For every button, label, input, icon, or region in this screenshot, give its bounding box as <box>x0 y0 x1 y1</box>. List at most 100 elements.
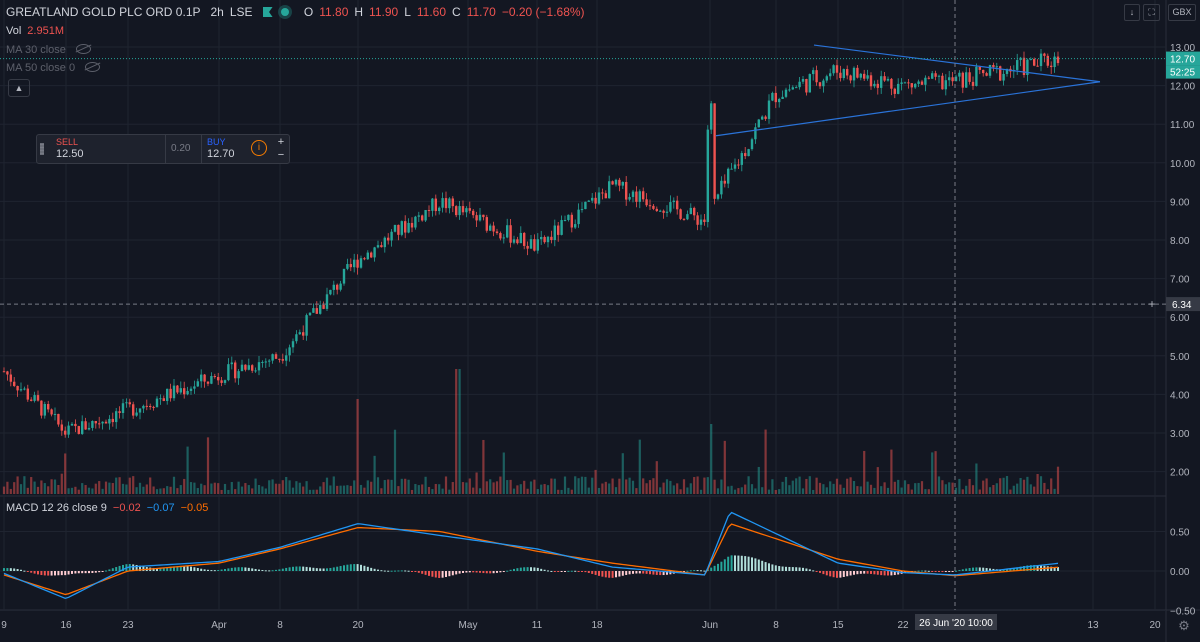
candle-body <box>247 365 250 370</box>
hidden-eye-icon[interactable] <box>75 44 91 54</box>
drag-handle-icon[interactable] <box>40 143 44 155</box>
macd-histogram-bar <box>832 571 835 578</box>
candle-body <box>587 200 590 202</box>
macd-histogram-bar <box>67 571 70 575</box>
macd-histogram-bar <box>302 566 305 571</box>
candle-body <box>1050 65 1053 68</box>
volume-bar <box>128 477 131 494</box>
volume-bar <box>33 481 36 494</box>
macd-histogram-bar <box>217 569 220 571</box>
collapse-legend-button[interactable]: ▲ <box>8 79 30 97</box>
candle-body <box>533 239 536 251</box>
volume-bar <box>927 489 930 494</box>
candle-body <box>431 198 434 211</box>
candle-body <box>672 200 675 203</box>
macd-histogram-bar <box>533 567 536 571</box>
sell-button[interactable]: SELL 12.50 <box>51 135 166 163</box>
candle-body <box>427 209 431 211</box>
macd-histogram-bar <box>989 568 991 571</box>
volume-bar <box>975 463 978 494</box>
macd-histogram-bar <box>458 571 461 574</box>
macd-histogram-bar <box>227 568 230 571</box>
volume-bar <box>162 488 165 494</box>
candle-body <box>455 206 458 216</box>
volume-bar <box>631 480 635 494</box>
volume-bar <box>101 488 104 494</box>
macd-histogram-bar <box>924 570 927 572</box>
volume-bar <box>312 489 315 494</box>
candle-body <box>750 139 754 150</box>
info-icon[interactable]: i <box>251 140 267 156</box>
macd-histogram-bar <box>496 571 498 573</box>
candle-body <box>240 364 244 372</box>
macd-histogram-bar <box>839 571 842 578</box>
macd-histogram-bar <box>761 560 764 571</box>
volume-bar <box>172 476 176 494</box>
fullscreen-button[interactable]: ⛶ <box>1143 4 1160 21</box>
candle-body <box>580 209 584 211</box>
increase-quantity-button[interactable]: + <box>277 136 285 148</box>
volume-bar <box>118 477 121 494</box>
scroll-down-button[interactable]: ↓ <box>1124 4 1140 21</box>
macd-histogram-bar <box>890 571 893 576</box>
volume-bar <box>761 487 764 494</box>
price-tick-label: 12.00 <box>1170 82 1195 93</box>
candle-body <box>767 100 771 119</box>
settings-gear-icon[interactable]: ⚙ <box>1178 618 1190 633</box>
volume-bar <box>1016 483 1019 494</box>
volume-bar <box>540 484 543 494</box>
buy-button[interactable]: BUY 12.70 <box>201 135 282 163</box>
volume-bar <box>499 476 502 494</box>
volume-bar <box>421 484 424 494</box>
macd-histogram-bar <box>91 571 94 573</box>
candle-body <box>812 70 815 75</box>
macd-histogram-bar <box>516 568 519 571</box>
time-tick-label: 11 <box>532 620 543 631</box>
volume-bar <box>1043 482 1046 494</box>
currency-button[interactable]: GBX <box>1168 4 1196 21</box>
candle-body <box>934 73 937 77</box>
volume-bar <box>563 476 567 494</box>
volume-bar <box>995 483 998 494</box>
candle-body <box>251 365 254 371</box>
macd-histogram-bar <box>944 571 947 573</box>
candle-body <box>6 371 9 375</box>
volume-bar <box>1005 476 1009 494</box>
price-tick-label: 7.00 <box>1170 275 1190 286</box>
candle-body <box>441 198 444 208</box>
macd-histogram-bar <box>883 571 886 576</box>
macd-histogram-bar <box>101 571 104 572</box>
candle-body <box>40 400 43 416</box>
candle-body <box>825 76 828 81</box>
candle-body <box>1033 59 1036 66</box>
ma30-legend[interactable]: MA 30 close <box>6 44 97 56</box>
candle-body <box>693 207 696 216</box>
volume-bar <box>574 476 577 494</box>
macd-histogram-bar <box>183 565 186 571</box>
macd-histogram-bar <box>156 568 158 571</box>
candle-body <box>546 236 550 243</box>
volume-bar <box>512 488 516 494</box>
candle-body <box>621 181 624 186</box>
macd-histogram-bar <box>74 571 77 574</box>
ma50-legend[interactable]: MA 50 close 0 <box>6 62 106 74</box>
candle-body <box>594 197 597 204</box>
volume-bar <box>730 485 733 494</box>
candle-body <box>302 332 305 336</box>
macd-histogram-bar <box>434 571 437 578</box>
hidden-eye-icon[interactable] <box>85 62 101 72</box>
volume-bar <box>438 484 441 494</box>
candle-body <box>220 380 223 383</box>
macd-histogram-bar <box>564 571 566 572</box>
candle-body <box>312 308 315 313</box>
volume-bar <box>383 480 386 494</box>
macd-histogram-bar <box>764 562 767 571</box>
decrease-quantity-button[interactable]: − <box>277 149 285 161</box>
candle-body <box>125 402 128 404</box>
macd-histogram-bar <box>815 571 818 572</box>
volume-bar <box>863 450 866 494</box>
volume-bar <box>584 476 587 494</box>
candle-body <box>67 425 70 435</box>
candle-body <box>30 399 33 401</box>
